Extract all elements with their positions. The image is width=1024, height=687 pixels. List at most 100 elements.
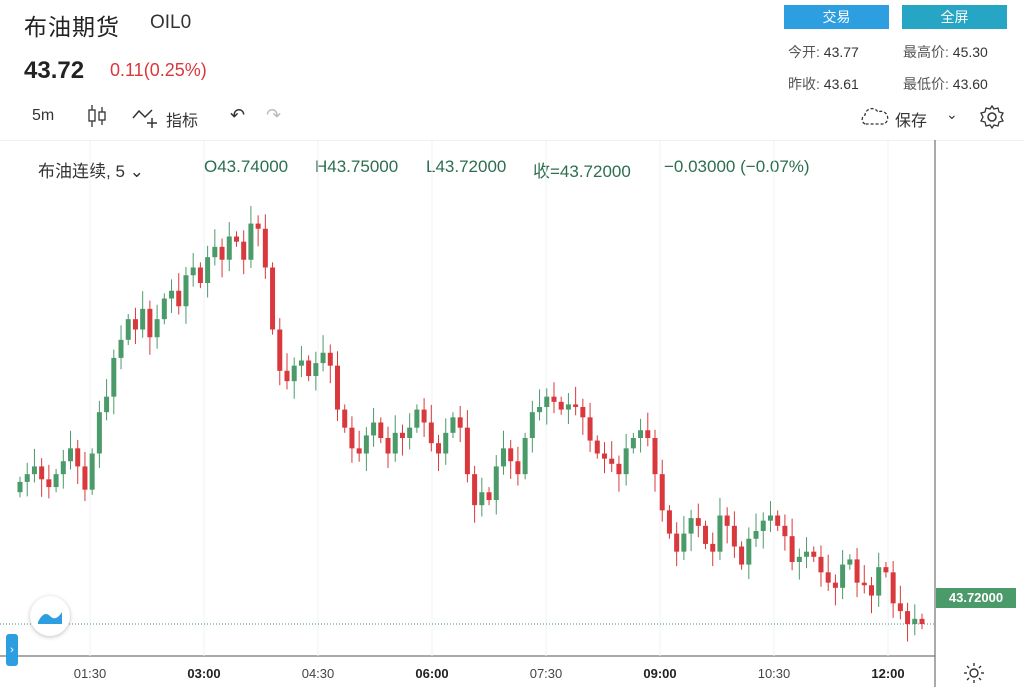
settings-gear-icon[interactable] xyxy=(979,104,1005,130)
candle xyxy=(652,429,658,492)
candle xyxy=(31,448,37,483)
candle xyxy=(75,440,81,484)
candle-body xyxy=(905,611,911,624)
candle xyxy=(270,262,276,335)
candle xyxy=(818,545,824,587)
chevron-down-icon[interactable]: ⌄ xyxy=(946,106,958,122)
candle xyxy=(659,459,665,522)
candle xyxy=(638,418,644,453)
candle xyxy=(472,465,478,523)
candle xyxy=(320,335,326,372)
open-value: 43.77 xyxy=(823,44,859,60)
candle-body xyxy=(53,474,59,488)
redo-icon[interactable]: ↷ xyxy=(266,105,282,125)
candle xyxy=(811,546,817,562)
candle xyxy=(363,427,369,472)
save-button[interactable]: 保存 xyxy=(895,113,928,130)
candle-body xyxy=(811,551,817,557)
candle xyxy=(147,300,153,355)
candle-body xyxy=(378,422,384,438)
candle xyxy=(731,511,737,558)
candle xyxy=(385,426,391,468)
prev-close-stat: 昨收: 43.61 xyxy=(788,74,859,94)
candle xyxy=(132,307,138,344)
fullscreen-button[interactable]: 全屏 xyxy=(902,5,1007,29)
indicators-icon[interactable] xyxy=(132,104,162,130)
interval-selector[interactable]: 5m xyxy=(32,107,55,124)
candle-body xyxy=(132,319,138,330)
candle-body xyxy=(731,525,737,547)
candle xyxy=(82,451,88,502)
candle-body xyxy=(291,365,297,382)
candle xyxy=(428,404,434,452)
auto-scale-icon[interactable] xyxy=(963,662,985,684)
candle-body xyxy=(436,443,442,454)
trade-button[interactable]: 交易 xyxy=(784,5,889,29)
candle xyxy=(832,574,838,606)
candle xyxy=(868,576,874,614)
last-price-label: 43.72000 xyxy=(936,588,1016,608)
candle xyxy=(104,379,110,421)
symbol-code: OIL0 xyxy=(150,12,192,33)
candle xyxy=(587,402,593,452)
candle xyxy=(190,253,196,287)
candle xyxy=(443,418,449,465)
candle-body xyxy=(825,572,831,583)
candle-body xyxy=(24,474,30,482)
candle-body xyxy=(255,223,261,229)
candle-body xyxy=(306,360,312,376)
candle xyxy=(219,238,225,278)
candle-body xyxy=(717,515,723,552)
high-label: 最高价: xyxy=(903,44,949,60)
candle-body xyxy=(486,492,492,500)
candle-body xyxy=(710,543,716,552)
cloud-save-icon[interactable] xyxy=(858,106,890,128)
low-label: 最低价: xyxy=(903,76,949,92)
candle-body xyxy=(832,582,838,588)
candle-body xyxy=(551,396,557,402)
candle xyxy=(688,509,694,552)
candle-body xyxy=(861,582,867,586)
candle-body xyxy=(724,515,730,526)
candle xyxy=(573,386,579,416)
candle-body xyxy=(587,417,593,441)
candle xyxy=(197,262,203,289)
indicators-button[interactable]: 指标 xyxy=(166,113,199,130)
undo-icon[interactable]: ↶ xyxy=(230,105,246,125)
candle xyxy=(53,469,59,493)
candle-body xyxy=(327,352,333,366)
candle xyxy=(767,501,773,533)
candle xyxy=(436,434,442,472)
chevron-down-icon[interactable]: ⌄ xyxy=(124,162,144,181)
low-value: 43.60 xyxy=(952,76,988,92)
candle-type-icon[interactable] xyxy=(86,103,108,129)
candle xyxy=(522,432,528,480)
candle xyxy=(457,405,463,443)
series-legend[interactable]: 布油连续, 5 ⌄ xyxy=(38,157,144,182)
candle-body xyxy=(349,427,355,449)
candle xyxy=(248,206,254,269)
candle-body xyxy=(897,603,903,612)
expand-sidebar-button[interactable]: › xyxy=(6,634,18,666)
candle xyxy=(782,514,788,551)
candle xyxy=(17,476,23,498)
candle-body xyxy=(183,275,189,307)
candle xyxy=(594,435,600,459)
candle-body xyxy=(190,267,196,276)
candle xyxy=(515,446,521,486)
candle xyxy=(796,548,802,580)
candlestick-chart[interactable] xyxy=(0,140,1024,687)
candle xyxy=(327,344,333,384)
candle xyxy=(739,541,745,570)
candle xyxy=(421,398,427,437)
tradingview-logo[interactable] xyxy=(30,596,70,636)
candle xyxy=(746,527,752,580)
candle-body xyxy=(681,533,687,552)
candle xyxy=(226,222,232,272)
candle-body xyxy=(60,461,66,475)
candle-body xyxy=(919,618,925,624)
candle-body xyxy=(890,572,896,604)
high-value: 45.30 xyxy=(952,44,988,60)
series-name: 布油连续, 5 xyxy=(38,162,125,181)
candle xyxy=(529,400,535,453)
